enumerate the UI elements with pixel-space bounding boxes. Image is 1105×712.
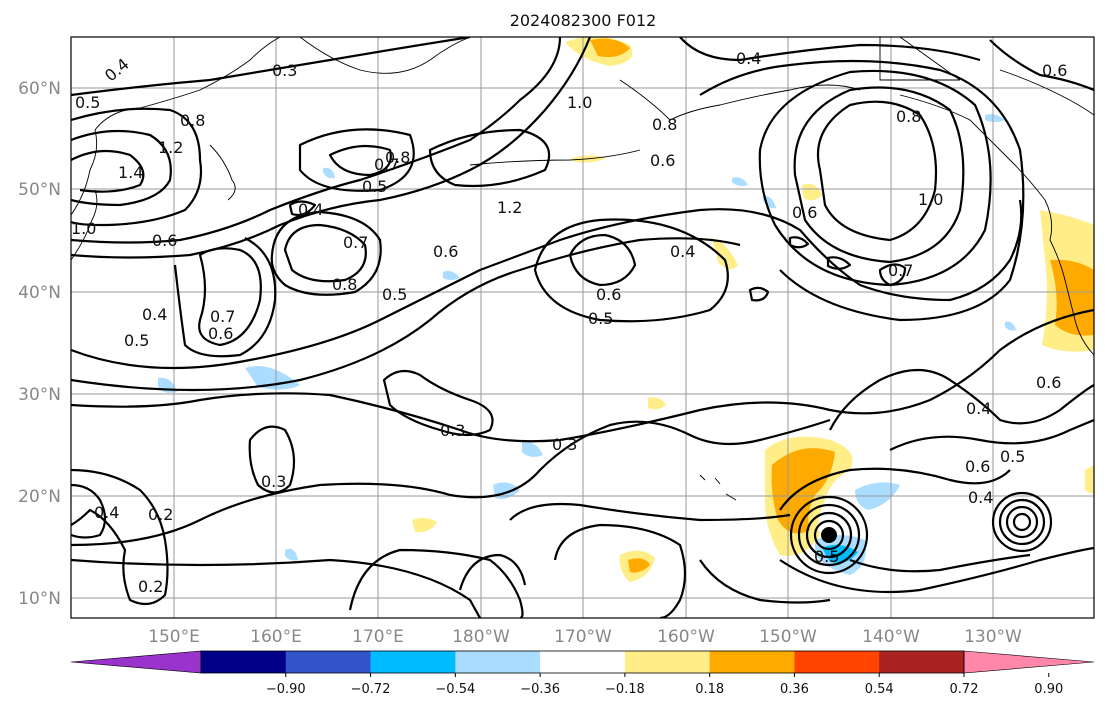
colorbar-tick-label: −0.36 [520,682,560,697]
contour-label: 0.2 [138,577,163,596]
colorbar-segment [624,651,711,673]
contour-label: 1.0 [567,93,592,112]
colorbar-tick-label: 0.18 [695,682,724,697]
colorbar-tick-label: −0.72 [351,682,391,697]
contour-label: 0.7 [888,261,913,280]
colorbar-tick-label: −0.54 [435,682,475,697]
contour-label: 0.4 [968,488,993,507]
contour-label: 1.0 [918,190,943,209]
contour-label: 0.3 [261,472,286,491]
lat-label: 40°N [18,283,61,303]
contour-label: 0.6 [208,324,233,343]
lat-label: 10°N [18,589,61,609]
lat-label: 20°N [18,487,61,507]
contour-label: 0.4 [736,49,761,68]
contour-label: 0.4 [966,399,991,418]
lat-label: 30°N [18,385,61,405]
contour-label: 1.4 [118,163,143,182]
colorbar-segment [455,651,541,673]
colorbar-segment [540,651,626,673]
colorbar-outline [200,650,965,674]
map-area: 0.4 0.3 0.5 0.8 1.2 1.4 1.0 0.6 0.7 0.8 … [71,37,1094,618]
plot-title: 2024082300 F012 [510,11,657,30]
contour-label: 0.6 [650,151,675,170]
contour-label: 0.5 [588,309,613,328]
contour-label: 1.2 [158,138,183,157]
colorbar-segment [285,651,372,673]
map-frame [70,36,1095,619]
contour-label: 1.0 [71,219,96,238]
colorbar-segment [794,651,880,673]
colorbar-extend-max [963,650,1095,674]
contour-label: 0.5 [1000,447,1025,466]
colorbar-tick-label: −0.18 [605,682,645,697]
contour-label: 0.4 [94,503,119,522]
contour-label: 0.5 [814,547,839,566]
contour-label: 0.3 [552,435,577,454]
lon-label: 180°W [452,627,510,647]
lon-label: 170°W [554,627,612,647]
contour-label: 0.7 [210,307,235,326]
contour-label: 0.8 [896,107,921,126]
contour-label: 0.3 [440,421,465,440]
colorbar-segment [201,651,287,673]
colorbar-tick-label: 0.72 [950,682,979,697]
contour-label: 0.6 [596,285,621,304]
lon-label: 170°E [352,627,404,647]
lon-label: 150°W [759,627,817,647]
contour-label: 1.2 [497,198,522,217]
lon-label: 160°W [657,627,715,647]
latitude-labels: 60°N 50°N 40°N 30°N 20°N 10°N [18,79,61,609]
lon-label: 140°W [862,627,920,647]
contour-label: 0.6 [965,457,990,476]
contour-label: 0.8 [385,148,410,167]
colorbar-tick-label: 0.90 [1034,682,1063,697]
colorbar-segment [370,651,456,673]
lat-label: 60°N [18,79,61,99]
contour-label: 0.5 [124,331,149,350]
contour-label: 0.4 [298,200,323,219]
contour-label: 0.7 [374,155,399,174]
lon-label: 150°E [148,627,200,647]
contour-label: 0.6 [152,231,177,250]
contour-label: 0.7 [343,233,368,252]
lon-label: 130°W [964,627,1022,647]
contour-label: 0.8 [652,115,677,134]
contour-label: 0.2 [148,505,173,524]
contour-label: 0.6 [1042,61,1067,80]
contour-label: 0.5 [362,177,387,196]
colorbar: −0.90 −0.72 −0.54 −0.36 −0.18 0.18 0.36 0.54 0.7… [70,650,1095,697]
colorbar-extend-min [70,650,202,674]
contour-label: 0.5 [75,93,100,112]
contour-label: 0.8 [332,275,357,294]
lon-label: 160°E [250,627,302,647]
contour-label: 0.3 [272,61,297,80]
colorbar-segment [879,651,965,673]
contour-label: 0.6 [792,203,817,222]
contour-label: 0.6 [1036,373,1061,392]
contour-label: 0.6 [433,242,458,261]
contour-label: 0.8 [180,111,205,130]
colorbar-tick-label: 0.54 [865,682,894,697]
lat-label: 50°N [18,180,61,200]
longitude-labels: 150°E 160°E 170°E 180°W 170°W 160°W 150°… [148,627,1022,647]
colorbar-segment [709,651,795,673]
colorbar-tick-label: 0.36 [780,682,809,697]
contour-label: 0.4 [670,242,695,261]
contour-label: 0.4 [142,305,167,324]
colorbar-tick-label: −0.90 [266,682,306,697]
contour-labels: 0.4 0.3 0.5 0.8 1.2 1.4 1.0 0.6 0.7 0.8 … [71,49,1067,596]
contours [71,37,1094,618]
contour-label: 0.5 [382,285,407,304]
